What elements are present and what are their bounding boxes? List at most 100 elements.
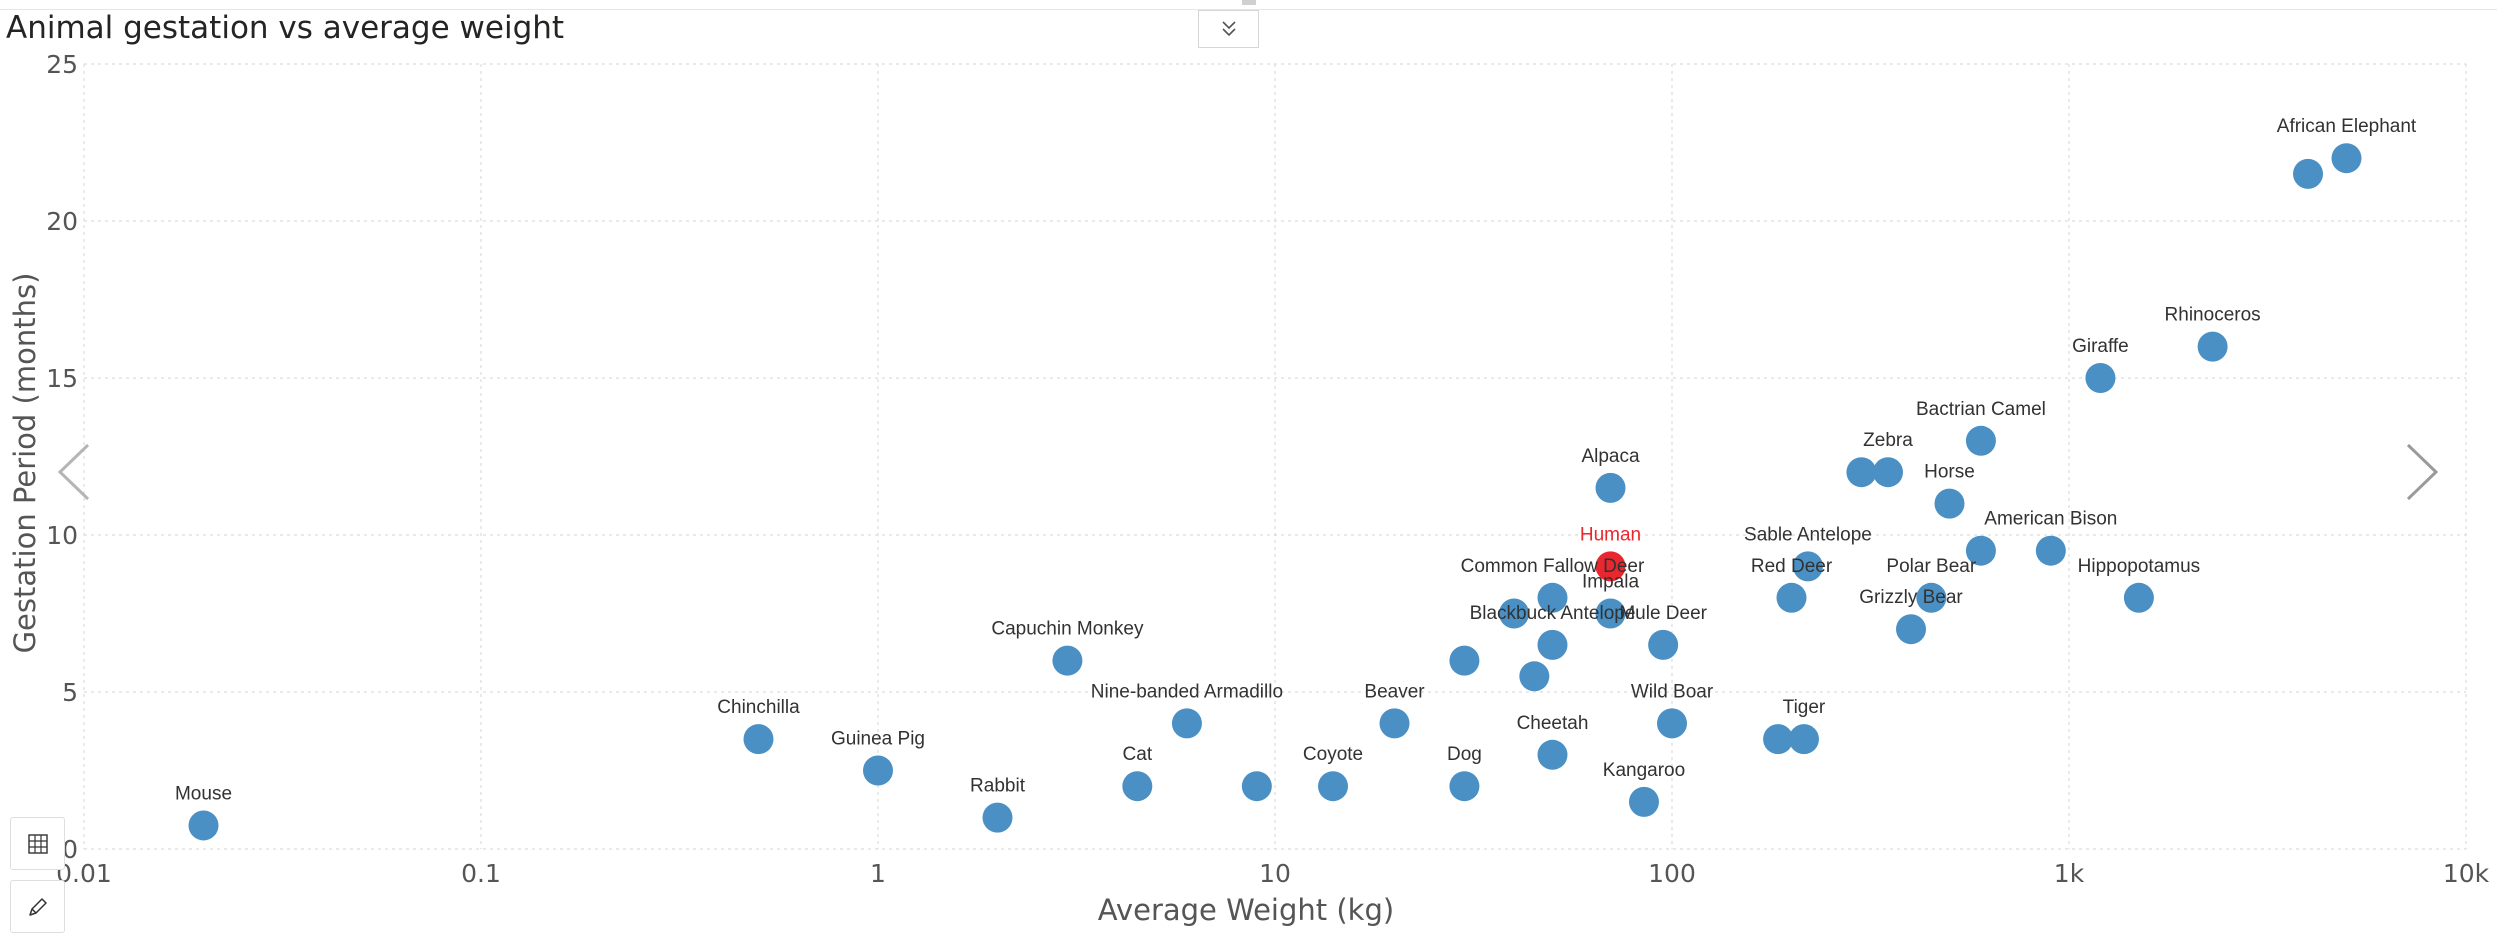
next-page-button[interactable]: [2393, 430, 2453, 520]
data-label: Kangaroo: [1603, 760, 1685, 781]
data-point[interactable]: [1965, 535, 1996, 566]
data-point[interactable]: [1241, 771, 1272, 802]
data-point[interactable]: [188, 810, 219, 841]
data-point[interactable]: [1896, 614, 1927, 645]
data-point[interactable]: [1872, 457, 1903, 488]
data-label: Wild Boar: [1631, 681, 1714, 702]
drag-handle[interactable]: [1242, 0, 1256, 5]
x-tick-label: 0.01: [56, 859, 112, 888]
data-label: Common Fallow Deer: [1461, 556, 1645, 577]
data-label: Sable Antelope: [1744, 524, 1872, 545]
y-tick-label: 25: [46, 50, 78, 79]
x-axis-label: Average Weight (kg): [1098, 893, 1394, 927]
data-point[interactable]: [1537, 739, 1568, 770]
data-point[interactable]: [1171, 708, 1202, 739]
data-point[interactable]: [1763, 724, 1794, 755]
x-tick-label: 0.1: [461, 859, 501, 888]
data-points: [188, 143, 2362, 841]
data-label: Dog: [1447, 744, 1482, 765]
data-point[interactable]: [1449, 771, 1480, 802]
data-label: Hippopotamus: [2078, 556, 2201, 577]
double-chevron-down-icon: [1221, 21, 1236, 37]
y-tick-label: 20: [46, 207, 78, 236]
data-point[interactable]: [863, 755, 893, 786]
x-tick-label: 1: [870, 859, 886, 888]
data-point[interactable]: [1916, 582, 1947, 613]
expand-filters-button[interactable]: [1198, 10, 1259, 48]
data-label: Tiger: [1783, 697, 1826, 718]
data-label: Red Deer: [1751, 556, 1833, 577]
data-point[interactable]: [1379, 708, 1410, 739]
data-point[interactable]: [1449, 645, 1480, 676]
data-point[interactable]: [1846, 457, 1877, 488]
data-point[interactable]: [1537, 582, 1568, 613]
chevron-left-icon: [57, 443, 90, 501]
data-labels: Mouse Chinchilla Guinea Pig Rabbit Capuchin …: [175, 116, 2417, 804]
data-label: Horse: [1924, 462, 1975, 483]
data-label: Guinea Pig: [831, 729, 925, 750]
data-label: Mule Deer: [1619, 603, 1707, 624]
data-point[interactable]: [1788, 724, 1819, 755]
data-point-highlight[interactable]: [1595, 551, 1626, 582]
show-as-table-button[interactable]: [10, 817, 65, 870]
data-point[interactable]: [1657, 708, 1687, 739]
data-point[interactable]: [982, 802, 1013, 833]
data-label: Rabbit: [970, 776, 1026, 797]
y-axis-label: Gestation Period (months): [8, 273, 42, 654]
data-point[interactable]: [1965, 425, 1996, 456]
data-point[interactable]: [1499, 598, 1530, 629]
data-point[interactable]: [1595, 472, 1626, 503]
data-label: Capuchin Monkey: [991, 619, 1144, 640]
data-label: Bactrian Camel: [1916, 399, 2046, 420]
axis-ticks: 0.01 0.1 1 10 100 1k 10k 0 5 10 15 20 25: [46, 50, 2489, 888]
data-label: Giraffe: [2072, 336, 2129, 357]
data-point[interactable]: [1595, 598, 1626, 629]
data-label: American Bison: [1984, 509, 2117, 530]
y-tick-label: 0: [62, 835, 78, 864]
data-label: Polar Bear: [1886, 556, 1976, 577]
data-point[interactable]: [1792, 551, 1823, 582]
grid-lines: [83, 63, 2467, 850]
data-point[interactable]: [743, 724, 774, 755]
data-point[interactable]: [1318, 771, 1349, 802]
data-label: Chinchilla: [717, 697, 800, 718]
data-point[interactable]: [2197, 331, 2228, 362]
data-label: Human: [1580, 524, 1641, 545]
data-label: Grizzly Bear: [1859, 587, 1963, 608]
data-point[interactable]: [2293, 158, 2324, 189]
data-label: Blackbuck Antelope: [1470, 603, 1636, 624]
x-tick-label: 100: [1648, 859, 1696, 888]
table-view-icon: [27, 833, 48, 854]
data-label: Rhinoceros: [2165, 305, 2261, 326]
y-tick-label: 5: [62, 678, 78, 707]
data-label: Coyote: [1303, 744, 1363, 765]
data-point[interactable]: [1122, 771, 1153, 802]
edit-button[interactable]: [10, 880, 65, 933]
data-point[interactable]: [1537, 629, 1568, 660]
data-label: Mouse: [175, 783, 232, 804]
data-point[interactable]: [2035, 535, 2066, 566]
x-tick-label: 1k: [2054, 859, 2085, 888]
data-point[interactable]: [1628, 786, 1659, 817]
data-point[interactable]: [1648, 629, 1679, 660]
data-label: Alpaca: [1581, 446, 1640, 467]
data-point[interactable]: [1052, 645, 1083, 676]
data-label: Beaver: [1364, 681, 1425, 702]
data-label: Cheetah: [1517, 713, 1589, 734]
x-tick-label: 10k: [2443, 859, 2490, 888]
pencil-icon: [28, 897, 47, 916]
data-point[interactable]: [1776, 582, 1807, 613]
data-label: African Elephant: [2277, 116, 2417, 137]
data-point[interactable]: [2123, 582, 2154, 613]
y-tick-label: 15: [46, 364, 78, 393]
x-tick-label: 10: [1259, 859, 1291, 888]
data-point[interactable]: [2085, 363, 2116, 393]
data-point[interactable]: [1519, 661, 1550, 692]
data-point[interactable]: [1934, 488, 1965, 519]
data-label: Zebra: [1863, 430, 1913, 451]
previous-page-button[interactable]: [44, 430, 104, 520]
header-rule: [0, 0, 2497, 10]
data-point[interactable]: [2331, 143, 2362, 174]
chart-title: Animal gestation vs average weight: [6, 10, 565, 46]
